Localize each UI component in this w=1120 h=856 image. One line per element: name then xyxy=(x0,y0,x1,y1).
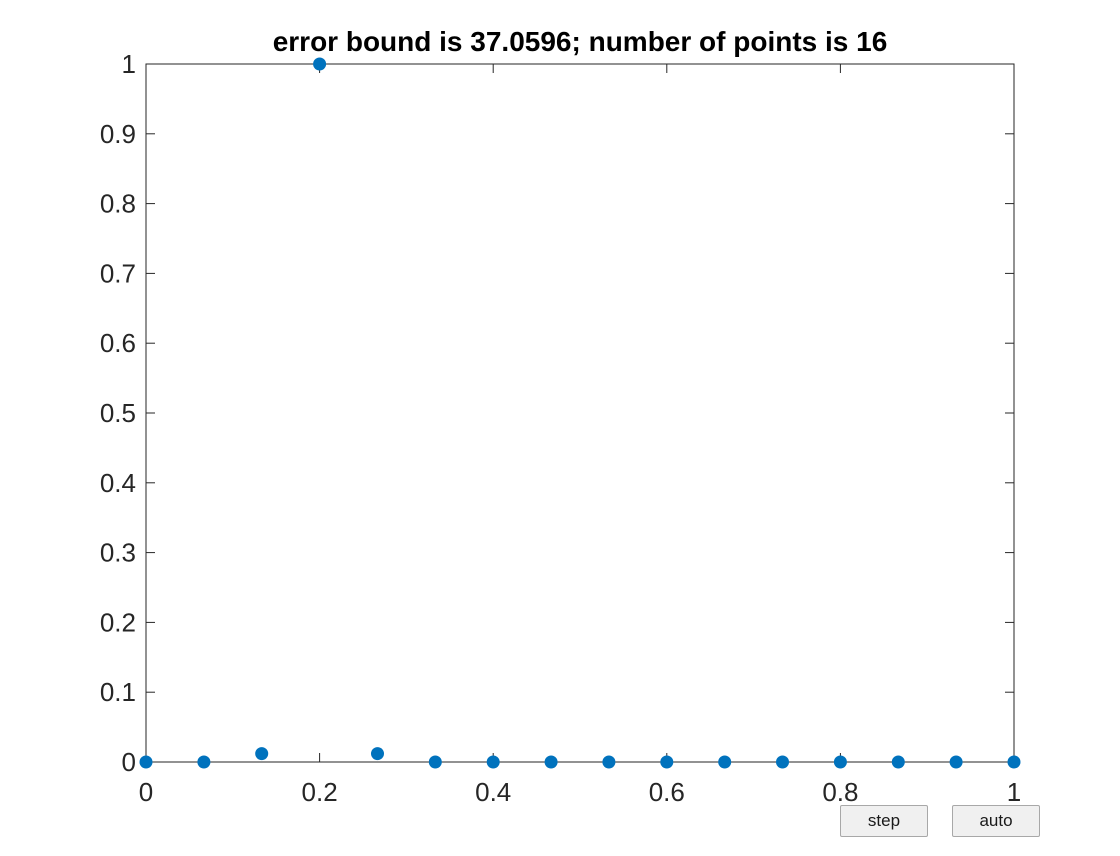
y-tick-label: 0.8 xyxy=(100,189,136,219)
data-point xyxy=(1007,755,1021,769)
data-point xyxy=(255,747,269,761)
data-point xyxy=(949,755,963,769)
x-tick-label: 0.4 xyxy=(475,777,511,807)
data-point xyxy=(891,755,905,769)
plot-box xyxy=(145,63,1015,763)
y-tick-label: 0.3 xyxy=(100,538,136,568)
tick-marks xyxy=(145,63,1015,763)
y-tick-label: 0.9 xyxy=(100,119,136,149)
data-point xyxy=(718,755,732,769)
data-point xyxy=(544,755,558,769)
x-tick-labels: 0 0.2 0.4 0.6 0.8 1 xyxy=(139,777,1021,807)
y-tick-label: 0.7 xyxy=(100,258,136,288)
x-tick-label: 0.2 xyxy=(302,777,338,807)
data-points xyxy=(139,57,1021,769)
x-tick-label: 0.6 xyxy=(649,777,685,807)
data-point xyxy=(139,755,153,769)
y-tick-label: 0.1 xyxy=(100,677,136,707)
y-tick-label: 0 xyxy=(122,747,136,777)
y-tick-label: 1 xyxy=(122,49,136,79)
data-point xyxy=(602,755,616,769)
data-point xyxy=(313,57,327,71)
x-tick-label: 0 xyxy=(139,777,153,807)
data-point xyxy=(428,755,442,769)
auto-button[interactable]: auto xyxy=(952,805,1040,837)
data-point xyxy=(197,755,211,769)
data-point xyxy=(486,755,500,769)
axes xyxy=(145,63,1015,763)
data-point xyxy=(776,755,790,769)
data-point xyxy=(660,755,674,769)
y-tick-label: 0.4 xyxy=(100,468,136,498)
x-tick-label: 1 xyxy=(1007,777,1021,807)
data-point xyxy=(370,747,384,761)
data-point xyxy=(833,755,847,769)
step-button[interactable]: step xyxy=(840,805,928,837)
chart-title: error bound is 37.0596; number of points… xyxy=(273,26,888,57)
y-tick-label: 0.2 xyxy=(100,607,136,637)
y-tick-labels: 0 0.1 0.2 0.3 0.4 0.5 0.6 0.7 0.8 0.9 1 xyxy=(100,49,136,777)
y-tick-label: 0.5 xyxy=(100,398,136,428)
y-tick-label: 0.6 xyxy=(100,328,136,358)
x-tick-label: 0.8 xyxy=(822,777,858,807)
